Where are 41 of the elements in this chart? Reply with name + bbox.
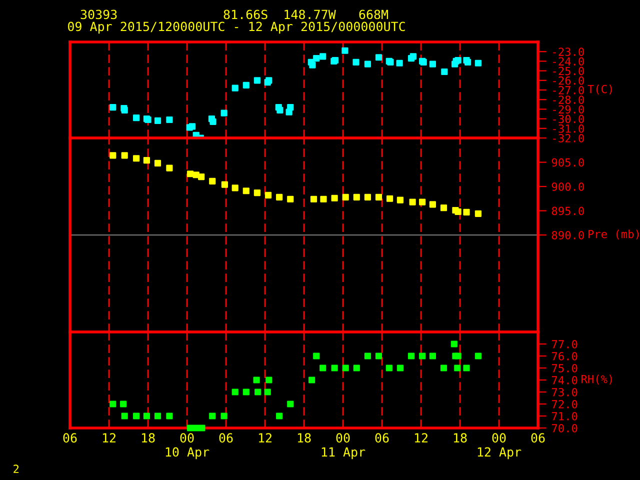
y-tick-label: 76.0 xyxy=(552,352,578,360)
y-tick-label: -28.0 xyxy=(553,96,584,104)
y-tick-label: -30.0 xyxy=(553,114,584,124)
y-tick-label: 72.0 xyxy=(552,400,578,408)
y-tick-label: -26.0 xyxy=(553,76,584,85)
x-tick-label: 00 10 Apr xyxy=(166,433,210,460)
y-tick-label: -29.0 xyxy=(553,105,584,114)
chart-subtitle: 09 Apr 2015/120000UTC - 12 Apr 2015/000000UTC xyxy=(68,22,405,34)
y-tick-label: 74.0 xyxy=(552,376,578,384)
y-tick-label: -25.0 xyxy=(553,66,584,76)
x-tick-label: 12 xyxy=(414,433,428,442)
y-tick-label: 70.0 xyxy=(552,424,578,432)
y-tick-label: 905.0 xyxy=(552,158,584,167)
y-axis-title: RH(%) xyxy=(582,374,612,385)
y-tick-label: -23.0 xyxy=(553,48,584,56)
x-tick-label: 00 11 Apr xyxy=(322,433,366,460)
y-axis-title: T(C) xyxy=(588,84,612,95)
x-tick-label: 12 xyxy=(258,433,272,442)
x-tick-label: 18 xyxy=(298,433,311,443)
text: 2 xyxy=(14,464,19,473)
x-tick-label: 06 xyxy=(63,433,77,443)
y-tick-label: 73.0 xyxy=(552,388,578,396)
y-tick-label: 77.0 xyxy=(552,340,578,348)
x-tick-label: 06 xyxy=(531,433,545,443)
x-tick-label: 06 xyxy=(219,433,233,443)
x-tick-label: 18 xyxy=(454,433,467,443)
x-tick-label: 18 xyxy=(142,433,155,443)
y-tick-label: -27.0 xyxy=(553,86,584,94)
y-tick-label: 895.0 xyxy=(552,206,584,216)
y-tick-label: 890.0 xyxy=(552,231,584,240)
y-tick-label: -31.0 xyxy=(553,124,584,133)
y-tick-label: -32.0 xyxy=(553,134,584,142)
y-tick-label: -24.0 xyxy=(553,57,584,66)
x-tick-label: 12 xyxy=(102,433,116,442)
x-tick-label: 00 12 Apr xyxy=(478,433,522,460)
y-tick-label: 75.0 xyxy=(552,364,578,372)
y-tick-label: 900.0 xyxy=(552,182,584,191)
chart-title: 30393 81.66S 148.77W 668M xyxy=(80,10,388,20)
x-tick-label: 06 xyxy=(375,433,389,443)
y-tick-label: 71.0 xyxy=(552,412,578,420)
y-axis-title: Pre (mb) xyxy=(588,230,639,240)
